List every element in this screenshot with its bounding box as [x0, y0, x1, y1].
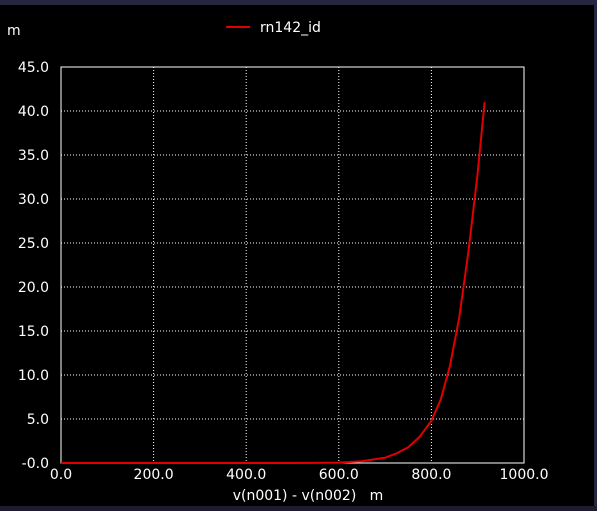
y-tick-label: 10.0: [18, 368, 49, 384]
y-tick-label: 5.0: [27, 412, 49, 428]
legend: rn142_id: [226, 20, 321, 36]
plot-area: [60, 66, 525, 464]
legend-entry-rn142_id: rn142_id: [260, 20, 321, 36]
y-tick-label: 15.0: [18, 324, 49, 340]
y-tick-label: 35.0: [18, 148, 49, 164]
x-axis-ticks: 0.0 200.0 400.0 600.0 800.0 1000.0: [50, 467, 549, 483]
y-tick-label: 45.0: [18, 60, 49, 76]
x-tick-label: 800.0: [411, 467, 451, 483]
y-tick-label: 40.0: [18, 104, 49, 120]
line-chart: 0.0 200.0 400.0 600.0 800.0 1000.0 -0.0 5.0 10.…: [7, 20, 549, 504]
x-tick-label: 600.0: [319, 467, 359, 483]
x-axis-label: v(n001) - v(n002) m: [233, 488, 384, 504]
y-axis-unit-label: m: [7, 23, 21, 39]
x-tick-label: 0.0: [50, 467, 72, 483]
grid-lines: [61, 67, 524, 463]
series-line-rn142_id: [61, 102, 486, 464]
y-axis-ticks: -0.0 5.0 10.0 15.0 20.0 25.0 30.0 35.0 40.0 45.0: [18, 60, 49, 472]
x-tick-label: 200.0: [134, 467, 174, 483]
y-tick-label: -0.0: [22, 456, 49, 472]
x-tick-label: 1000.0: [500, 467, 549, 483]
x-tick-label: 400.0: [226, 467, 266, 483]
y-tick-label: 30.0: [18, 192, 49, 208]
y-tick-label: 20.0: [18, 280, 49, 296]
series-group: [61, 102, 486, 464]
y-tick-label: 25.0: [18, 236, 49, 252]
